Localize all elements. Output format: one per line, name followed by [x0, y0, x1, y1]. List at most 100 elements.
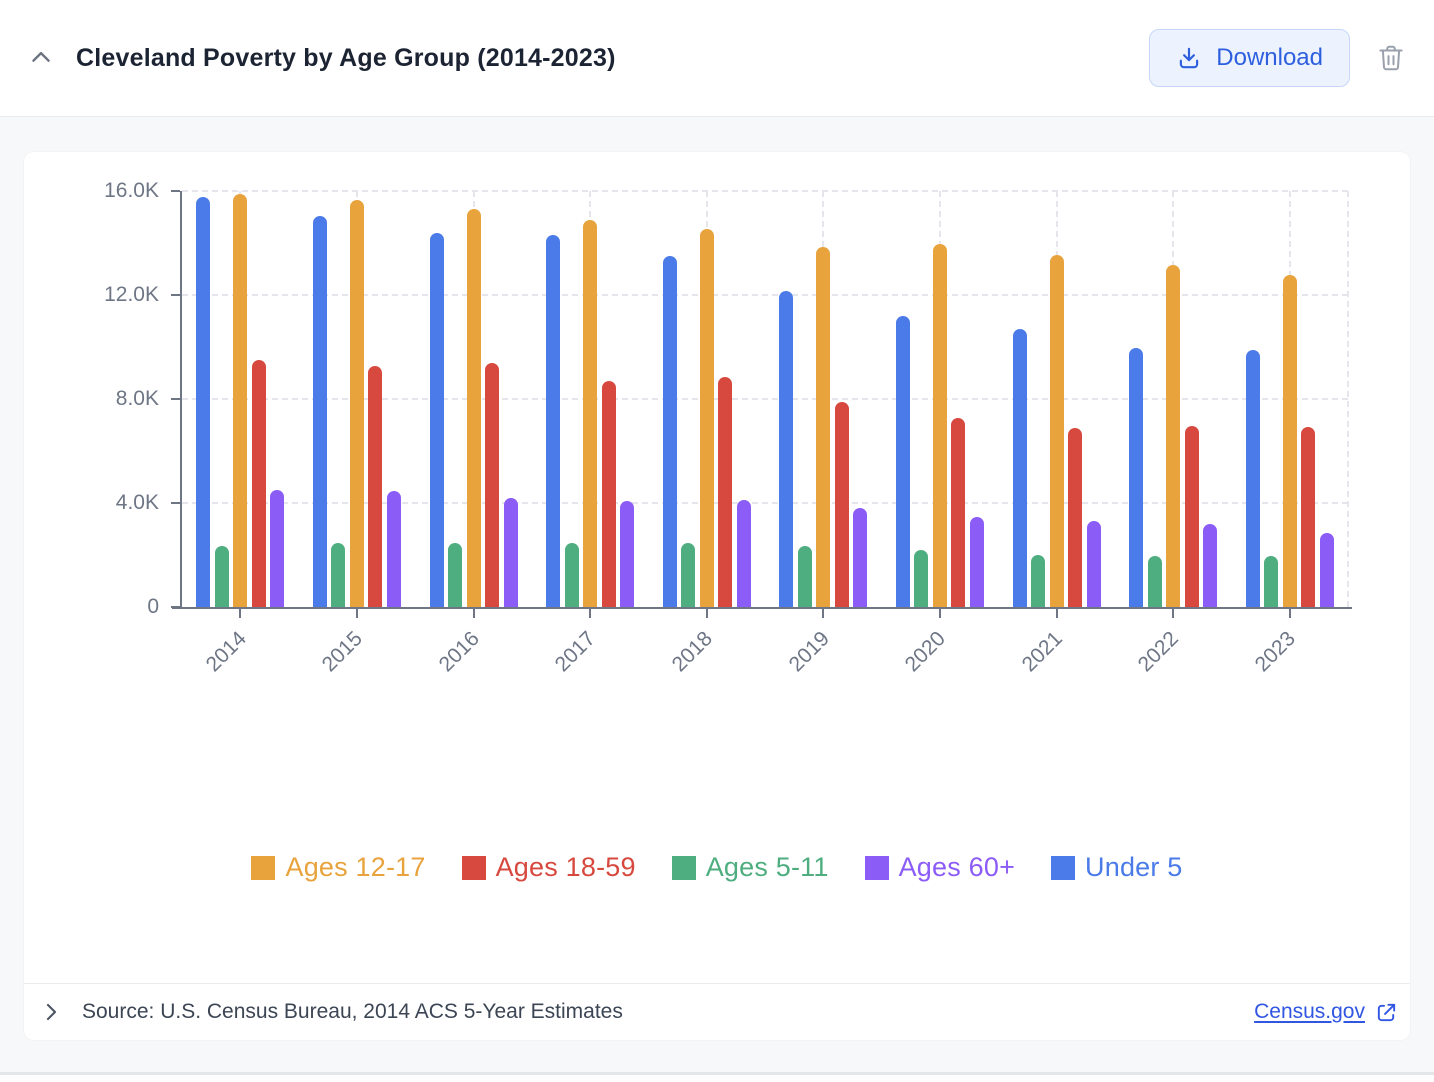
bar[interactable]: [331, 543, 346, 607]
y-axis-line: [180, 191, 182, 609]
bar[interactable]: [1086, 521, 1101, 607]
bar[interactable]: [1129, 348, 1144, 607]
x-axis-tick: [822, 609, 825, 618]
x-axis-label: 2020: [900, 627, 951, 677]
bar[interactable]: [834, 402, 849, 607]
chart-card: 0 4.0K 8.0K 12.0K 16.0K 2014 2015 2016 2017 2018 2…: [24, 152, 1410, 1040]
bar[interactable]: [1147, 556, 1162, 607]
bar[interactable]: [1049, 255, 1064, 607]
x-axis-tick: [472, 609, 475, 618]
bar[interactable]: [816, 247, 831, 607]
bar[interactable]: [546, 235, 561, 607]
bar[interactable]: [681, 543, 696, 607]
bar[interactable]: [1301, 427, 1316, 607]
bar[interactable]: [1166, 265, 1181, 607]
y-axis-tick: [171, 294, 180, 296]
x-axis-tick: [1172, 609, 1175, 618]
bar[interactable]: [251, 360, 266, 607]
legend-swatch: [671, 855, 696, 880]
h-gridline: [182, 294, 1348, 296]
bar[interactable]: [914, 550, 929, 607]
bar[interactable]: [969, 517, 984, 607]
y-axis-label: 16.0K: [104, 179, 159, 202]
bar[interactable]: [564, 543, 579, 607]
delete-chart-button[interactable]: [1374, 41, 1408, 75]
download-icon: [1176, 45, 1202, 71]
external-link-icon: [1375, 1001, 1398, 1024]
bar[interactable]: [620, 501, 635, 607]
bar[interactable]: [1203, 524, 1218, 607]
bar[interactable]: [736, 500, 751, 607]
legend-label: Ages 60+: [898, 852, 1016, 882]
bar[interactable]: [1282, 275, 1297, 607]
legend-item[interactable]: Ages 12-17: [251, 852, 425, 883]
census-gov-link[interactable]: Census.gov: [1254, 1000, 1398, 1024]
bar[interactable]: [196, 197, 211, 607]
y-axis-tick: [171, 502, 180, 504]
next-section-divider: [0, 1072, 1434, 1075]
bar[interactable]: [853, 508, 868, 607]
bar[interactable]: [429, 233, 444, 607]
legend-item[interactable]: Under 5: [1051, 852, 1182, 883]
x-axis-tick: [1288, 609, 1291, 618]
bar[interactable]: [386, 491, 401, 607]
bar[interactable]: [662, 256, 677, 607]
download-button[interactable]: Download: [1149, 29, 1350, 87]
bar[interactable]: [466, 209, 481, 607]
bar[interactable]: [718, 377, 733, 607]
bar[interactable]: [932, 244, 947, 607]
x-axis-tick: [239, 609, 242, 618]
bar[interactable]: [779, 291, 794, 607]
x-axis-tick: [705, 609, 708, 618]
bar[interactable]: [797, 546, 812, 607]
chevron-up-icon: [28, 45, 54, 71]
y-axis-label: 8.0K: [115, 387, 159, 410]
h-gridline: [182, 190, 1348, 192]
bar[interactable]: [583, 220, 598, 607]
bar[interactable]: [485, 363, 499, 607]
bar[interactable]: [503, 498, 518, 607]
bar[interactable]: [1068, 428, 1082, 607]
x-axis-label: 2023: [1250, 627, 1300, 677]
bar[interactable]: [699, 229, 714, 607]
census-gov-link-label: Census.gov: [1254, 1000, 1365, 1023]
x-axis-label: 2015: [317, 627, 368, 677]
x-axis-label: 2022: [1134, 627, 1184, 677]
bar[interactable]: [601, 381, 616, 607]
bar[interactable]: [368, 366, 383, 607]
bar[interactable]: [233, 194, 248, 607]
bar[interactable]: [448, 543, 462, 607]
source-footer: Source: U.S. Census Bureau, 2014 ACS 5-Y…: [24, 983, 1410, 1040]
bar[interactable]: [214, 546, 229, 607]
x-axis-tick: [589, 609, 592, 618]
legend-item[interactable]: Ages 5-11: [671, 852, 829, 883]
legend-label: Ages 12-17: [285, 852, 426, 882]
bar[interactable]: [951, 418, 966, 607]
legend-item[interactable]: Ages 60+: [864, 852, 1016, 883]
bar[interactable]: [895, 316, 910, 607]
bar[interactable]: [312, 216, 327, 607]
bar[interactable]: [1245, 350, 1260, 607]
chevron-right-icon: [39, 1000, 63, 1024]
bar[interactable]: [1319, 533, 1334, 607]
collapse-section-button[interactable]: [24, 41, 58, 75]
bar[interactable]: [1184, 426, 1199, 607]
x-axis-line: [172, 607, 1352, 609]
bar[interactable]: [270, 490, 285, 607]
x-axis-label: 2018: [667, 627, 717, 677]
legend-label: Under 5: [1085, 852, 1183, 882]
bar[interactable]: [1264, 556, 1279, 607]
x-axis-label: 2019: [784, 627, 834, 677]
bar[interactable]: [1012, 329, 1027, 607]
y-axis-label: 4.0K: [115, 491, 159, 514]
legend-swatch: [251, 855, 276, 880]
source-text: Source: U.S. Census Bureau, 2014 ACS 5-Y…: [82, 1000, 623, 1023]
bar[interactable]: [1031, 555, 1045, 607]
legend-item[interactable]: Ages 18-59: [461, 852, 636, 883]
x-axis-label: 2017: [551, 627, 601, 677]
bar[interactable]: [349, 200, 364, 607]
v-gridline: [1347, 191, 1349, 607]
expand-source-button[interactable]: [36, 997, 66, 1027]
x-axis-tick: [938, 609, 941, 618]
x-axis-tick: [1055, 609, 1058, 618]
